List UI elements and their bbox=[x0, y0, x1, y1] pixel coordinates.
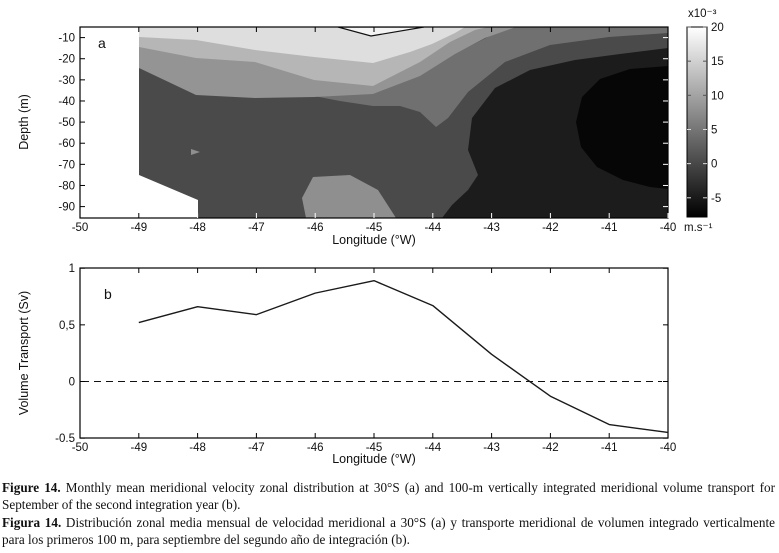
figure-14-plots: -50 -49 -48 -47 -46 -45 -44 -43 -42 -41 -40-10-20-… bbox=[17, 8, 724, 466]
panel-a-x-tick-label: -41 bbox=[601, 222, 618, 234]
panel-b-x-tick-label: -49 bbox=[130, 442, 147, 454]
contour-band-negative-core bbox=[576, 66, 668, 189]
panel-a-x-tick-label: -50 bbox=[72, 222, 89, 234]
colorbar-tick-label: 0 bbox=[711, 159, 717, 171]
panel-b-y-tick-label: 1 bbox=[69, 263, 75, 275]
colorbar-tick-label: 10 bbox=[711, 90, 724, 102]
panel-a-tick-labels: -50 -49 -48 -47 -46 -45 -44 -43 -42 -41 -40 -10 -20 -… bbox=[58, 33, 676, 234]
panel-a-contour-plot: -50 -49 -48 -47 -46 -45 -44 -43 -42 -41 -40-10-20-… bbox=[58, 22, 723, 234]
caption-spanish-label: Figura 14. bbox=[2, 515, 62, 530]
panel-a-x-tick-label: -45 bbox=[366, 222, 383, 234]
panel-b-y-tick-label: 0 bbox=[69, 377, 75, 389]
panel-b-x-tick-label: -48 bbox=[189, 442, 206, 454]
panel-a-x-tick-label: -49 bbox=[130, 222, 147, 234]
panel-a-y-tick-label: -10 bbox=[58, 33, 75, 45]
panel-b-x-tick-label: -43 bbox=[483, 442, 500, 454]
panel-a-x-tick-label: -42 bbox=[542, 222, 559, 234]
contour-patch-bottom-center bbox=[302, 175, 396, 218]
panel-b-x-tick-label: -44 bbox=[424, 442, 441, 454]
contour-line-20-level bbox=[337, 27, 425, 37]
panel-a-y-tick-label: -60 bbox=[58, 138, 75, 150]
panel-b-line-plot: -50 -49 -48 -47 -46 -45 -44 -43 -42 -41 -40 1 0,5 0 -0… bbox=[55, 263, 676, 454]
transport-curve bbox=[138, 279, 669, 434]
panel-b-x-tick-label: -47 bbox=[248, 442, 265, 454]
colorbar: 20 15 10 5 0 -5 bbox=[686, 22, 724, 218]
panel-b-xlabel: Longitude (°W) bbox=[332, 452, 416, 466]
colorbar-tick-label: 20 bbox=[711, 22, 724, 34]
axis-titles: Longitude (°W) Depth (m) a Longitude (°W) Vo… bbox=[17, 8, 717, 466]
panel-a-ylabel: Depth (m) bbox=[17, 94, 31, 150]
panel-a-y-tick-label: -40 bbox=[58, 96, 75, 108]
panel-a-y-tick-label: -70 bbox=[58, 159, 75, 171]
colorbar-tick-label: -5 bbox=[711, 193, 721, 205]
colorbar-tick-label: 15 bbox=[711, 56, 724, 68]
colorbar-unit-label: m.s⁻¹ bbox=[684, 222, 713, 234]
panel-a-xlabel: Longitude (°W) bbox=[332, 233, 416, 247]
panel-b-y-tick-label: -0.5 bbox=[55, 433, 75, 445]
panel-b-x-tick-label: -46 bbox=[307, 442, 324, 454]
panel-b-x-tick-label: -50 bbox=[72, 442, 89, 454]
panel-a-x-tick-label: -46 bbox=[307, 222, 324, 234]
colorbar-tick-label: 5 bbox=[711, 124, 717, 136]
contour-band-surface-1 bbox=[139, 27, 465, 63]
panel-a-y-tick-label: -90 bbox=[58, 202, 75, 214]
caption-spanish: Figura 14. Distribución zonal media mens… bbox=[2, 514, 775, 548]
panel-a-y-tick-label: -80 bbox=[58, 180, 75, 192]
caption-english-text: Monthly mean meridional velocity zonal d… bbox=[2, 480, 775, 512]
panel-a-x-tick-label: -47 bbox=[248, 222, 265, 234]
panel-a-y-tick-label: -50 bbox=[58, 117, 75, 129]
panel-a-x-tick-label: -48 bbox=[189, 222, 206, 234]
panel-b-ylabel: Volume Transport (Sv) bbox=[17, 291, 31, 415]
panel-b-x-tick-label: -41 bbox=[601, 442, 618, 454]
caption-english: Figure 14. Monthly mean meridional veloc… bbox=[2, 479, 775, 513]
panel-a-y-tick-label: -20 bbox=[58, 54, 75, 66]
panel-b-y-tick-label: 0,5 bbox=[59, 320, 75, 332]
colorbar-gradient bbox=[686, 26, 708, 218]
panel-b-x-tick-label: -42 bbox=[542, 442, 559, 454]
colorbar-exponent-label: x10⁻³ bbox=[688, 8, 717, 20]
caption-english-label: Figure 14. bbox=[2, 480, 61, 495]
panel-a-x-tick-label: -44 bbox=[424, 222, 441, 234]
panel-a-ticks bbox=[79, 27, 669, 218]
panel-a-y-tick-label: -30 bbox=[58, 75, 75, 87]
panel-b-axes-box bbox=[79, 267, 669, 439]
panel-b-x-tick-label: -45 bbox=[366, 442, 383, 454]
panel-a-letter: a bbox=[98, 35, 106, 51]
caption-spanish-text: Distribución zonal media mensual de velo… bbox=[2, 515, 775, 547]
panel-b-tick-labels: -50 -49 -48 -47 -46 -45 -44 -43 -42 -41 -40 1 0,5 0 -0… bbox=[55, 263, 676, 454]
contour-band-mid bbox=[314, 27, 668, 127]
figure-captions: Figure 14. Monthly mean meridional veloc… bbox=[0, 479, 779, 549]
panel-b-letter: b bbox=[104, 286, 112, 302]
panel-a-x-tick-label: -40 bbox=[660, 222, 677, 234]
panel-b-x-tick-label: -40 bbox=[660, 442, 677, 454]
panel-b-ticks bbox=[79, 267, 669, 439]
colorbar-tick-labels: 20 15 10 5 0 -5 bbox=[711, 22, 724, 205]
contour-speck bbox=[191, 149, 200, 155]
colorbar-ticks bbox=[687, 26, 707, 199]
panel-a-x-tick-label: -43 bbox=[483, 222, 500, 234]
